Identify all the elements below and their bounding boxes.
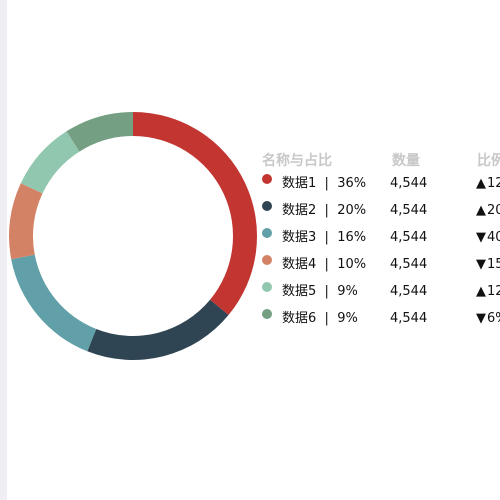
legend-row[interactable]: 数据6 | 9% 4,544 ▼6% bbox=[262, 309, 500, 336]
donut-slice-4[interactable] bbox=[8, 183, 43, 260]
legend-swatch bbox=[262, 174, 272, 184]
legend-row-label: 数据1 | 36% bbox=[282, 176, 367, 191]
legend-row-count: 4,544 bbox=[390, 311, 428, 326]
legend-row[interactable]: 数据3 | 16% 4,544 ▼40 bbox=[262, 228, 500, 255]
trend-down-icon: ▼ bbox=[476, 257, 486, 272]
legend-header-ratio: 比例 bbox=[477, 153, 500, 169]
trend-up-icon: ▲ bbox=[476, 284, 486, 299]
legend-row-count: 4,544 bbox=[390, 176, 428, 191]
legend-header-name: 名称与占比 bbox=[262, 153, 332, 169]
donut-slice-3[interactable] bbox=[11, 254, 97, 352]
legend-row[interactable]: 数据1 | 36% 4,544 ▲12 bbox=[262, 174, 500, 201]
trend-down-icon: ▼ bbox=[476, 311, 486, 326]
legend-row[interactable]: 数据5 | 9% 4,544 ▲12 bbox=[262, 282, 500, 309]
legend-swatch bbox=[262, 282, 272, 292]
chart-legend: 名称与占比 数量 比例 数据1 | 36% 4,544 ▲12 数据2 | 20% 4,… bbox=[262, 150, 500, 326]
trend-up-icon: ▲ bbox=[476, 176, 486, 191]
donut-slice-5[interactable] bbox=[20, 131, 80, 194]
legend-header-count: 数量 bbox=[392, 153, 420, 169]
trend-up-icon: ▲ bbox=[476, 203, 486, 218]
legend-row-ratio: ▼6% bbox=[476, 311, 500, 326]
legend-row-ratio: ▲20 bbox=[476, 203, 500, 218]
legend-row-label: 数据5 | 9% bbox=[282, 284, 358, 299]
donut-slice-6[interactable] bbox=[66, 112, 133, 152]
legend-row-ratio: ▲12 bbox=[476, 284, 500, 299]
legend-row-ratio: ▼15 bbox=[476, 257, 500, 272]
legend-row-label: 数据3 | 16% bbox=[282, 230, 367, 245]
donut-slice-2[interactable] bbox=[87, 299, 229, 361]
legend-row-label: 数据6 | 9% bbox=[282, 311, 358, 326]
legend-row-label: 数据2 | 20% bbox=[282, 203, 367, 218]
legend-rows: 数据1 | 36% 4,544 ▲12 数据2 | 20% 4,544 ▲20 数据3 | … bbox=[262, 174, 500, 336]
legend-row-label: 数据4 | 10% bbox=[282, 257, 367, 272]
legend-row-count: 4,544 bbox=[390, 203, 428, 218]
legend-header: 名称与占比 数量 比例 bbox=[262, 150, 500, 172]
trend-down-icon: ▼ bbox=[476, 230, 486, 245]
legend-row-ratio: ▲12 bbox=[476, 176, 500, 191]
donut-slice-1[interactable] bbox=[133, 112, 257, 316]
legend-row-count: 4,544 bbox=[390, 230, 428, 245]
legend-swatch bbox=[262, 255, 272, 265]
legend-row-count: 4,544 bbox=[390, 284, 428, 299]
legend-swatch bbox=[262, 309, 272, 319]
legend-row[interactable]: 数据4 | 10% 4,544 ▼15 bbox=[262, 255, 500, 282]
legend-row-count: 4,544 bbox=[390, 257, 428, 272]
left-panel-edge bbox=[0, 0, 7, 500]
legend-row-ratio: ▼40 bbox=[476, 230, 500, 245]
legend-row[interactable]: 数据2 | 20% 4,544 ▲20 bbox=[262, 201, 500, 228]
legend-swatch bbox=[262, 228, 272, 238]
legend-swatch bbox=[262, 201, 272, 211]
